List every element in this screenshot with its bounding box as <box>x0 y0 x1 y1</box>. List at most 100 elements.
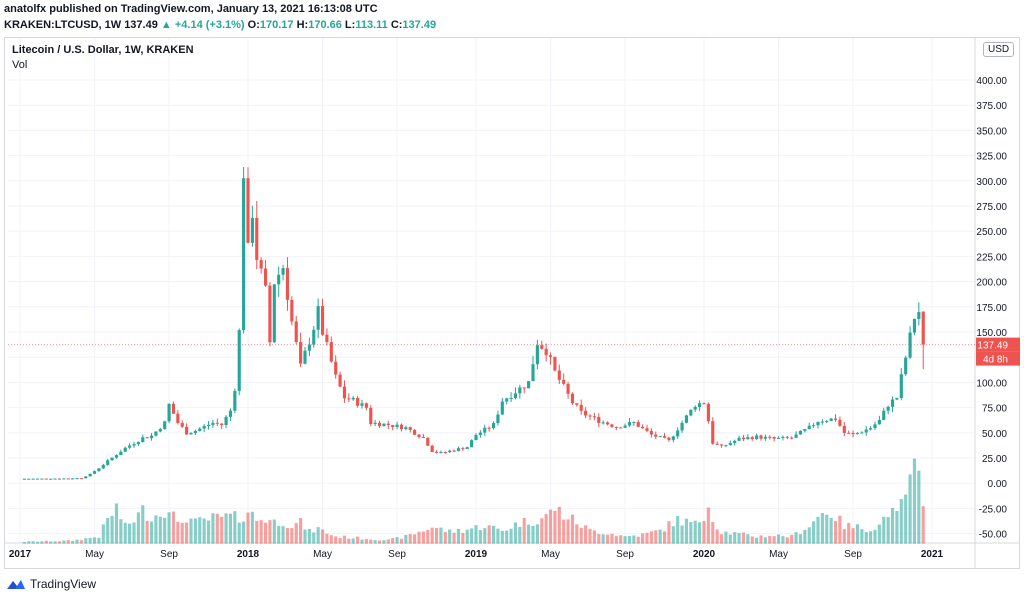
candle-body <box>114 455 119 458</box>
candle-body <box>825 421 829 423</box>
volume-bar <box>882 516 886 544</box>
open-value: 170.17 <box>259 19 294 31</box>
candle-body <box>491 423 496 429</box>
volume-bar <box>206 520 211 544</box>
candle-body <box>702 403 706 405</box>
volume-bar <box>101 524 105 544</box>
volume-bar <box>746 534 750 544</box>
last-price: 137.49 <box>124 19 158 31</box>
candle-body <box>145 437 149 439</box>
volume-bar <box>842 529 846 544</box>
volume-bar <box>439 527 443 544</box>
volume-bar <box>755 537 759 544</box>
candle-body <box>917 312 921 319</box>
low-value: 113.11 <box>355 19 388 31</box>
candle-body <box>44 478 48 480</box>
candle-body <box>614 426 618 428</box>
volume-bar <box>474 525 478 544</box>
candle-body <box>706 403 710 422</box>
candle-body <box>237 330 241 391</box>
volume-bar <box>149 521 154 544</box>
candle-body <box>426 437 430 446</box>
volume-bar <box>97 537 101 544</box>
volume-bar <box>66 540 70 544</box>
volume-bar <box>671 526 675 544</box>
candle-body <box>338 374 342 387</box>
open-label: O: <box>247 19 260 31</box>
candle-body <box>575 403 579 405</box>
volume-bar <box>259 520 263 544</box>
candle-body <box>505 398 509 402</box>
volume-bar <box>285 528 290 544</box>
candle-body <box>391 425 395 428</box>
high-value: 170.66 <box>308 19 342 31</box>
candle-body <box>544 348 548 356</box>
volume-label: Vol <box>12 59 28 71</box>
volume-bar <box>391 538 395 544</box>
candle-body <box>531 364 535 382</box>
candle-body <box>351 397 355 400</box>
candle-body <box>329 342 333 362</box>
candle-body <box>303 350 307 364</box>
volume-bar <box>667 521 671 544</box>
volume-bar <box>123 522 127 544</box>
candle-body <box>132 444 136 446</box>
candle-body <box>781 436 785 438</box>
volume-bar <box>456 528 461 544</box>
volume-bar <box>395 537 399 544</box>
volume-bar <box>636 536 640 544</box>
candle-body <box>35 478 40 480</box>
volume-bar <box>75 539 79 544</box>
candle-body <box>895 398 899 400</box>
volume-bar <box>281 526 285 544</box>
candle-body <box>439 452 443 454</box>
volume-bar <box>794 532 798 544</box>
volume-bar <box>759 535 763 544</box>
candle-body <box>790 437 794 439</box>
candle-body <box>452 450 456 452</box>
time-tick-label: 2019 <box>465 549 488 560</box>
volume-bar <box>684 518 689 544</box>
volume-bar <box>356 536 360 544</box>
volume-bar <box>522 517 526 544</box>
candle-body <box>829 418 833 422</box>
candle-body <box>873 424 877 429</box>
candle-body <box>259 259 263 269</box>
high-label: H: <box>296 19 309 31</box>
candle-body <box>360 403 364 406</box>
candle-body <box>487 427 491 429</box>
candle-body <box>272 284 276 343</box>
volume-bar <box>597 533 601 544</box>
candle-body <box>377 422 382 427</box>
candle-body <box>548 355 553 357</box>
volume-bar <box>562 519 566 544</box>
volume-bar <box>790 534 794 544</box>
currency-button[interactable]: USD <box>983 42 1015 57</box>
candle-body <box>483 427 487 433</box>
volume-bar <box>509 528 513 544</box>
volume-bar <box>255 520 259 544</box>
candle-body <box>40 478 44 480</box>
tradingview-footer[interactable]: TradingView <box>6 577 96 591</box>
volume-bar <box>614 536 618 544</box>
candle-body <box>557 370 561 380</box>
candle-body <box>623 425 627 428</box>
volume-bar <box>31 541 35 544</box>
price-tick-label: 225.00 <box>976 252 1007 263</box>
candle-body <box>211 422 215 425</box>
candles <box>22 166 925 480</box>
candle-body <box>527 381 531 389</box>
volume-bars <box>22 458 925 544</box>
volume-bar <box>803 529 807 544</box>
volume-bar <box>776 534 781 544</box>
candle-body <box>364 403 368 408</box>
symbol[interactable]: KRAKEN:LTCUSD, 1W <box>4 19 122 31</box>
candle-body <box>250 217 254 243</box>
volume-bar <box>202 518 206 544</box>
volume-bar <box>470 528 474 544</box>
volume-bar <box>237 522 241 544</box>
last-price-badge <box>976 337 1020 352</box>
volume-bar <box>413 534 417 544</box>
volume-bar <box>44 540 48 544</box>
